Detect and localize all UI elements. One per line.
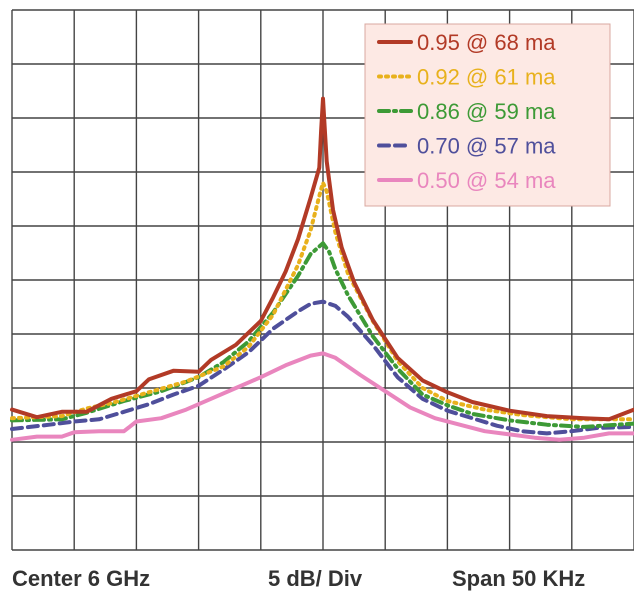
legend-label-4: 0.70 @ 57 ma [417, 134, 556, 159]
center-frequency-label: Center 6 GHz [12, 566, 151, 591]
series-line-5 [10, 351, 634, 442]
scale-per-division-label: 5 dB/ Div [268, 566, 363, 591]
chart-series [10, 96, 634, 442]
spectrum-chart: 0.95 @ 68 ma 0.92 @ 61 ma 0.86 @ 59 ma 0.70… [10, 9, 634, 551]
legend-label-2: 0.92 @ 61 ma [417, 65, 556, 90]
series-line-1 [10, 96, 634, 422]
legend-label-1: 0.95 @ 68 ma [417, 30, 556, 55]
legend-label-3: 0.86 @ 59 ma [417, 99, 556, 124]
series-line-2 [10, 180, 634, 422]
span-label: Span 50 KHz [452, 566, 586, 591]
legend-label-5: 0.50 @ 54 ma [417, 168, 556, 193]
series-line-4 [10, 299, 634, 436]
chart-legend: 0.95 @ 68 ma 0.92 @ 61 ma 0.86 @ 59 ma 0.70… [364, 23, 611, 207]
legend-box [364, 23, 611, 207]
series-line-3 [10, 241, 634, 429]
